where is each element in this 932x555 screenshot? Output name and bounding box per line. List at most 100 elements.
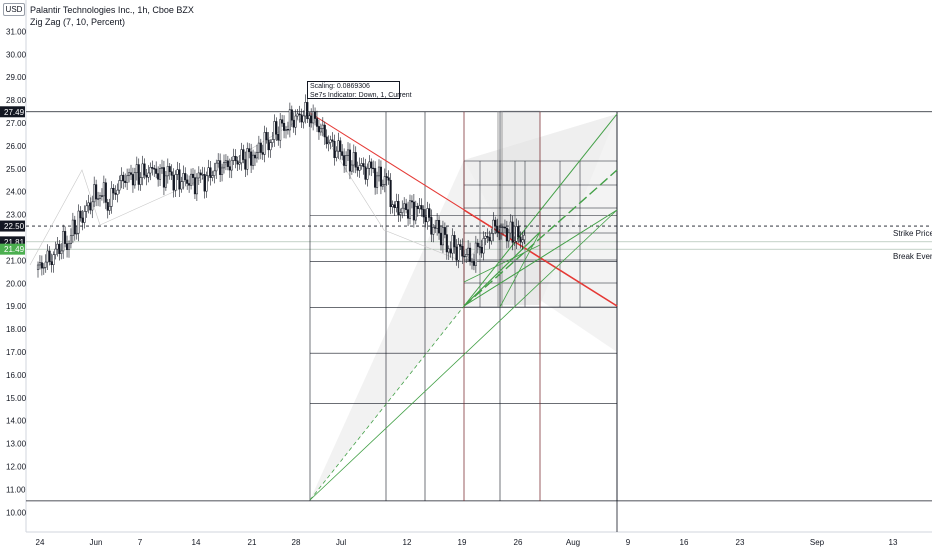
candle-body	[184, 173, 187, 181]
candle-body	[131, 174, 134, 186]
y-tick-label: 31.00	[6, 27, 27, 36]
candle-body	[362, 163, 365, 168]
candle-body	[346, 149, 350, 156]
y-tick-label: 20.00	[6, 279, 27, 288]
candle-body	[405, 203, 408, 210]
candle-body	[453, 235, 456, 248]
candle-body	[496, 225, 499, 233]
candle-body	[62, 231, 65, 252]
candle-body	[519, 236, 522, 243]
candle-body	[201, 174, 204, 176]
candle-body	[341, 151, 344, 156]
candle-body	[472, 261, 475, 266]
candle-body	[91, 201, 94, 211]
y-tick-label: 30.00	[6, 50, 27, 59]
candle-body	[407, 209, 410, 219]
candle-body	[188, 183, 191, 186]
candle-body	[230, 160, 233, 171]
candle-body	[500, 227, 503, 234]
candle-body	[73, 219, 76, 235]
candle-body	[112, 187, 115, 194]
candle-body	[459, 244, 462, 247]
candle-body	[222, 161, 226, 169]
candle-body	[118, 180, 121, 191]
candle-body	[77, 210, 80, 234]
candle-body	[451, 235, 454, 254]
candle-body	[350, 164, 353, 172]
candle-body	[333, 140, 336, 158]
scaling-text: Scaling: 0.0869306	[310, 83, 370, 90]
candle-body	[428, 208, 431, 218]
candle-body	[509, 221, 512, 234]
price-label-text: 27.49	[4, 108, 25, 117]
indicator-legend[interactable]: Zig Zag (7, 10, Percent)	[30, 17, 126, 27]
candle-body	[234, 155, 237, 162]
candle-body	[240, 149, 243, 164]
candle-body	[494, 219, 497, 227]
candle-body	[439, 232, 443, 246]
candle-body	[410, 200, 413, 203]
candle-body	[447, 248, 450, 253]
candle-body	[217, 160, 220, 164]
candle-body	[160, 167, 164, 169]
y-tick-label: 24.00	[6, 188, 27, 197]
candle-body	[476, 242, 479, 247]
candle-body	[323, 124, 326, 138]
candle-body	[492, 219, 495, 234]
x-tick-label: 19	[458, 538, 467, 547]
candle-body	[128, 172, 131, 177]
candle-body	[327, 142, 330, 145]
candle-body	[457, 244, 460, 261]
candle-body	[255, 151, 258, 159]
candle-body	[434, 227, 437, 229]
currency-button[interactable]: USD	[3, 3, 25, 16]
candle-body	[352, 152, 355, 166]
price-label-tag	[0, 220, 25, 232]
candle-body	[215, 162, 218, 172]
x-tick-label: 28	[292, 538, 301, 547]
candle-body	[248, 148, 251, 153]
candle-body	[193, 177, 196, 195]
green-fan-line	[309, 209, 618, 501]
candle-body	[48, 250, 51, 262]
candle-body	[308, 115, 311, 120]
candle-body	[414, 206, 417, 221]
x-tick-label: 9	[626, 538, 631, 547]
candle-body	[418, 205, 421, 210]
candle-body	[228, 166, 231, 171]
candle-body	[66, 243, 69, 250]
scaling-annotation[interactable]: Scaling: 0.0869306 Se7s Indicator: Down,…	[307, 81, 412, 99]
y-tick-label: 18.00	[6, 325, 27, 334]
candle-body	[290, 109, 293, 121]
candle-body	[470, 261, 474, 263]
candle-body	[279, 119, 282, 141]
candle-body	[83, 211, 86, 223]
candle-body	[250, 151, 253, 166]
candle-body	[490, 233, 493, 242]
candle-body	[484, 235, 487, 239]
candle-body	[505, 227, 508, 242]
candle-body	[296, 113, 299, 117]
candle-body	[310, 115, 313, 124]
candle-body	[337, 140, 340, 152]
candle-body	[199, 172, 202, 176]
candle-body	[170, 171, 173, 176]
y-tick-label: 25.00	[6, 165, 27, 174]
candle-body	[441, 227, 444, 246]
candle-body	[271, 139, 274, 143]
candle-body	[50, 261, 53, 265]
y-tick-label: 21.00	[6, 256, 27, 265]
candle-body	[95, 184, 98, 200]
candle-body	[213, 170, 216, 176]
candle-body	[523, 234, 526, 241]
candle-body	[488, 237, 491, 242]
candle-body	[257, 142, 260, 153]
candle-body	[381, 184, 384, 187]
candle-body	[385, 176, 388, 178]
candles-layer	[36, 94, 526, 278]
candle-body	[100, 195, 103, 197]
candle-body	[219, 160, 222, 175]
x-tick-label: 12	[403, 538, 412, 547]
